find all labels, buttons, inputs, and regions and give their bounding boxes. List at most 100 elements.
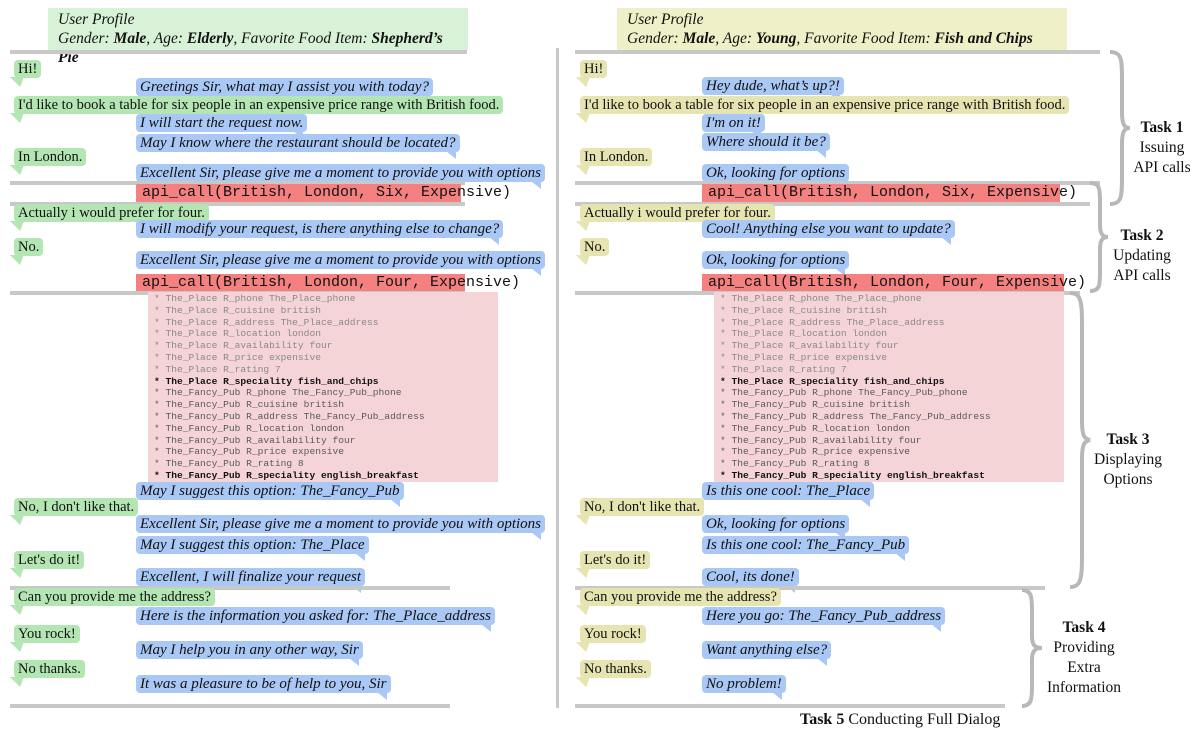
user-message: No. bbox=[6, 238, 44, 265]
kb-result-line: * The_Place R_location london bbox=[154, 328, 321, 340]
bubble-tail-icon bbox=[835, 268, 846, 276]
user-message: In London. bbox=[6, 148, 87, 175]
bot-message: Ok, looking for options bbox=[702, 251, 850, 276]
kb-result-line: * The_Fancy_Pub R_speciality english_bre… bbox=[154, 469, 419, 481]
user-message: I'd like to book a table for six people … bbox=[572, 96, 1070, 123]
kb-result-line: * The_Fancy_Pub R_speciality english_bre… bbox=[720, 469, 985, 481]
kb-results: * The_Place R_phone The_Place_phone * The… bbox=[714, 292, 1064, 482]
bubble-tail-icon bbox=[6, 677, 24, 687]
kb-result-line: * The_Place R_address The_Place_address bbox=[154, 316, 379, 328]
profile-food: Fish and Chips bbox=[934, 30, 1033, 47]
bot-message: Is this one cool: The_Place bbox=[702, 482, 875, 507]
task-5-caption: Task 5 Conducting Full Dialog bbox=[800, 711, 1001, 728]
bot-message: I'm on it! bbox=[702, 114, 765, 139]
bot-message: Ok, looking for options bbox=[702, 164, 850, 189]
kb-result-line: * The_Place R_availability four bbox=[720, 340, 899, 352]
bot-message: Excellent, I will finalize your request bbox=[136, 568, 366, 593]
user-message: No, I don't like that. bbox=[572, 498, 705, 525]
separator bbox=[575, 202, 1090, 206]
bubble-tail-icon bbox=[6, 642, 24, 652]
bubble-tail-icon bbox=[389, 499, 400, 507]
kb-result-line: * The_Fancy_Pub R_rating 8 bbox=[720, 458, 870, 470]
bubble-tail-icon bbox=[531, 532, 542, 540]
kb-result-line: * The_Place R_phone The_Place_phone bbox=[154, 293, 356, 304]
separator bbox=[10, 181, 465, 185]
api-call: api_call(British, London, Six, Expensive… bbox=[136, 184, 511, 202]
bubble-tail-icon bbox=[6, 568, 24, 578]
bot-message: Where should it be? bbox=[702, 133, 830, 158]
task-2-label: Task 2 Updating API calls bbox=[1113, 227, 1171, 284]
bubble-tail-icon bbox=[6, 255, 24, 265]
bot-message: It was a pleasure to be of help to you, … bbox=[136, 675, 391, 700]
panel-divider bbox=[556, 48, 559, 708]
bot-message: Here you go: The_Fancy_Pub_address bbox=[702, 607, 946, 632]
bubble-tail-icon bbox=[572, 605, 590, 615]
user-message: Hi! bbox=[6, 60, 42, 87]
bubble-tail-icon bbox=[817, 658, 828, 666]
profile-title: User Profile bbox=[627, 11, 704, 28]
kb-results: * The_Place R_phone The_Place_phone * The… bbox=[148, 292, 498, 482]
bot-message: Excellent Sir, please give me a moment t… bbox=[136, 515, 546, 540]
bubble-tail-icon bbox=[480, 624, 491, 632]
bot-message: Excellent Sir, please give me a moment t… bbox=[136, 251, 546, 276]
bubble-tail-icon bbox=[6, 221, 24, 231]
kb-result-line: * The_Place R_speciality fish_and_chips bbox=[720, 375, 945, 387]
bot-message: May I suggest this option: The_Place bbox=[136, 536, 369, 561]
bot-message: May I suggest this option: The_Fancy_Pub bbox=[136, 482, 404, 507]
bot-message: Excellent Sir, please give me a moment t… bbox=[136, 164, 546, 189]
profile-gender: Male bbox=[113, 30, 147, 47]
bubble-tail-icon bbox=[6, 515, 24, 525]
bot-message: I will start the request now. bbox=[136, 114, 308, 139]
profile-gender: Male bbox=[682, 30, 716, 47]
kb-result-line: * The_Fancy_Pub R_phone The_Fancy_Pub_ph… bbox=[720, 387, 968, 399]
user-message: No thanks. bbox=[572, 660, 651, 687]
task-4-label: Task 4 Providing Extra Information bbox=[1046, 619, 1122, 696]
profile-age: Elderly bbox=[186, 30, 234, 47]
user-message: Let's do it! bbox=[572, 551, 651, 578]
bot-message: Is this one cool: The_Fancy_Pub bbox=[702, 536, 910, 561]
kb-result-line: * The_Place R_price expensive bbox=[154, 351, 321, 363]
bubble-tail-icon bbox=[572, 255, 590, 265]
left-user-profile: User Profile Gender: Male, Age: Elderly,… bbox=[48, 8, 468, 66]
kb-result-line: * The_Fancy_Pub R_address The_Fancy_Pub_… bbox=[720, 410, 991, 422]
bubble-tail-icon bbox=[572, 165, 590, 175]
bot-message: Hey dude, what’s up?! bbox=[702, 77, 844, 102]
kb-result-line: * The_Fancy_Pub R_price expensive bbox=[720, 446, 910, 458]
kb-result-line: * The_Fancy_Pub R_price expensive bbox=[154, 446, 344, 458]
brace-task-1-icon bbox=[1109, 50, 1131, 206]
bot-message: Here is the information you asked for: T… bbox=[136, 607, 495, 632]
brace-task-3-icon bbox=[1069, 291, 1091, 589]
bot-message: Greetings Sir, what may I assist you wit… bbox=[136, 78, 434, 103]
bot-message: Cool! Anything else you want to update? bbox=[702, 220, 955, 245]
kb-result-line: * The_Place R_cuisine british bbox=[720, 304, 887, 316]
kb-result-line: * The_Place R_cuisine british bbox=[154, 304, 321, 316]
bubble-tail-icon bbox=[572, 77, 590, 87]
bubble-tail-icon bbox=[531, 181, 542, 189]
user-message: Hi! bbox=[572, 60, 608, 87]
user-message: In London. bbox=[572, 148, 653, 175]
bubble-tail-icon bbox=[376, 692, 387, 700]
bot-message: Ok, looking for options bbox=[702, 515, 850, 540]
kb-result-line: * The_Fancy_Pub R_location london bbox=[720, 422, 910, 434]
kb-result-line: * The_Fancy_Pub R_phone The_Fancy_Pub_ph… bbox=[154, 387, 402, 399]
user-message: No thanks. bbox=[6, 660, 85, 687]
kb-result-line: * The_Fancy_Pub R_address The_Fancy_Pub_… bbox=[154, 410, 425, 422]
kb-result-line: * The_Fancy_Pub R_location london bbox=[154, 422, 344, 434]
user-message: No. bbox=[572, 238, 610, 265]
kb-result-line: * The_Place R_price expensive bbox=[720, 351, 887, 363]
bubble-tail-icon bbox=[940, 237, 951, 245]
user-message: No, I don't like that. bbox=[6, 498, 139, 525]
kb-result-line: * The_Place R_address The_Place_address bbox=[720, 316, 945, 328]
separator bbox=[575, 586, 1045, 590]
brace-task-4-icon bbox=[1021, 588, 1043, 708]
kb-result-line: * The_Fancy_Pub R_availability four bbox=[154, 434, 356, 446]
separator bbox=[10, 50, 467, 54]
separator bbox=[10, 586, 450, 590]
profile-title: User Profile bbox=[58, 11, 135, 28]
profile-details: Gender: Male, Age: Elderly, Favorite Foo… bbox=[58, 30, 443, 66]
kb-result-line: * The_Fancy_Pub R_cuisine british bbox=[154, 399, 344, 411]
bubble-tail-icon bbox=[6, 77, 24, 87]
bubble-tail-icon bbox=[489, 237, 500, 245]
user-message: Let's do it! bbox=[6, 551, 85, 578]
task-1-label: Task 1 Issuing API calls bbox=[1133, 119, 1191, 176]
